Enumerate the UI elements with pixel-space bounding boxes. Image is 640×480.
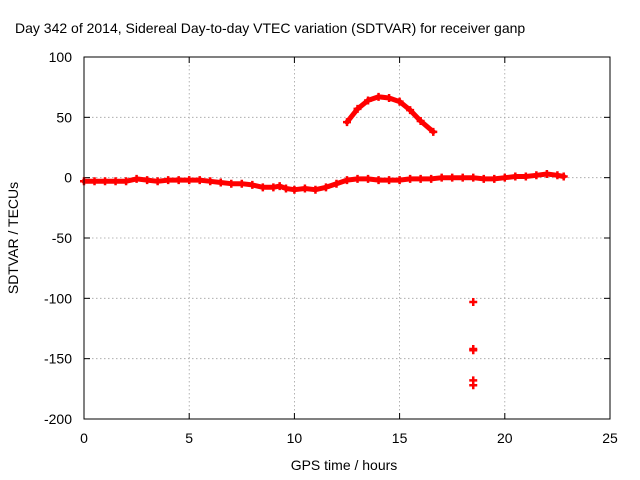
x-tick-label: 0: [80, 430, 88, 446]
data-point: [164, 176, 173, 185]
data-point: [300, 184, 309, 193]
data-point: [416, 174, 425, 183]
data-point: [416, 116, 425, 125]
data-point: [185, 176, 194, 185]
data-point: [248, 180, 257, 189]
data-point: [343, 118, 351, 127]
data-point: [237, 179, 246, 188]
data-point: [216, 178, 225, 187]
x-tick-label: 20: [497, 430, 513, 446]
chart-title: Day 342 of 2014, Sidereal Day-to-day VTE…: [15, 20, 525, 36]
data-point: [321, 183, 330, 192]
data-point: [206, 177, 215, 186]
data-point: [122, 177, 131, 186]
data-point: [406, 106, 415, 115]
data-point: [143, 176, 152, 185]
data-point: [542, 170, 551, 179]
data-point: [227, 179, 236, 188]
data-point: [311, 185, 320, 194]
data-point: [132, 174, 141, 183]
data-point: [469, 346, 478, 355]
data-point: [479, 174, 488, 183]
data-point: [458, 173, 467, 182]
data-point: [490, 174, 499, 183]
data-point: [406, 174, 415, 183]
data-point: [195, 176, 204, 185]
data-point: [374, 92, 383, 101]
y-tick-label: 50: [56, 109, 72, 125]
series-0: [80, 170, 568, 194]
data-point: [332, 179, 341, 188]
data-point: [364, 96, 373, 105]
data-point: [469, 173, 478, 182]
data-point: [427, 174, 436, 183]
data-point: [353, 104, 362, 113]
x-tick-label: 15: [392, 430, 408, 446]
data-point: [111, 177, 120, 186]
x-tick-label: 25: [602, 430, 618, 446]
y-tick-label: -200: [44, 411, 72, 427]
data-point: [532, 171, 541, 180]
data-point: [448, 173, 457, 182]
data-point: [385, 176, 394, 185]
data-point: [437, 173, 446, 182]
y-tick-label: 0: [64, 170, 72, 186]
series-trace: [344, 94, 436, 135]
data-point: [500, 173, 509, 182]
series-1: [343, 92, 438, 136]
data-point: [343, 176, 351, 185]
data-point: [521, 172, 530, 181]
plot-frame: [83, 56, 611, 420]
data-point: [374, 176, 383, 185]
data-point: [101, 177, 110, 186]
data-point: [364, 174, 373, 183]
x-tick-label: 10: [287, 430, 303, 446]
x-axis-label: GPS time / hours: [291, 457, 398, 473]
y-tick-label: 100: [49, 49, 73, 65]
x-tick-label: 5: [185, 430, 193, 446]
data-point: [174, 176, 183, 185]
y-tick-label: -50: [52, 230, 72, 246]
data-point: [395, 97, 404, 106]
data-point: [281, 184, 290, 193]
data-point: [353, 174, 362, 183]
data-point: [469, 381, 478, 390]
data-point: [275, 182, 284, 191]
data-point: [290, 185, 299, 194]
y-tick-label: -100: [44, 290, 72, 306]
grid-lines: [84, 57, 610, 419]
y-axis-label: SDTVAR / TECUs: [5, 182, 21, 294]
data-point: [469, 297, 478, 306]
data-point: [559, 172, 568, 181]
data-point: [90, 177, 99, 186]
data-point: [153, 177, 162, 186]
series-2: [469, 297, 478, 390]
data-point: [429, 127, 438, 136]
data-point: [258, 183, 267, 192]
data-point: [511, 172, 520, 181]
data-points: [80, 92, 568, 390]
data-point: [395, 176, 404, 185]
data-point: [385, 94, 394, 103]
axis-ticks: 0 5 10 15 20 25 -200 -150 -100 -50 0 50 100: [44, 49, 618, 446]
y-tick-label: -150: [44, 351, 72, 367]
